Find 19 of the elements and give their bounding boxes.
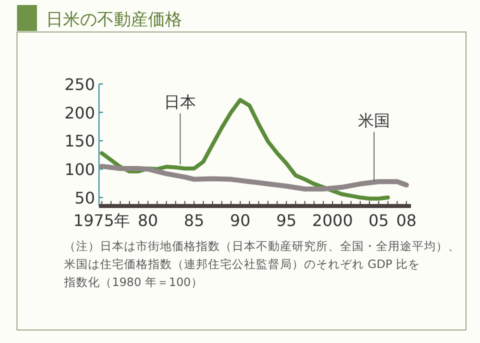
- x-tick-label: 2000: [312, 211, 353, 230]
- y-tick-label: 150: [64, 132, 95, 151]
- text: （注）日本は市街地価格指数（日本不動産研究所、全国・全用途平均）、: [64, 239, 460, 253]
- x-tick-label: 95: [276, 211, 297, 230]
- text: 指数化（1980 年＝100）: [63, 275, 203, 289]
- chart-title: 日米の不動産価格: [46, 10, 182, 30]
- text: 米国: [358, 110, 390, 130]
- y-tick-label: 200: [64, 103, 95, 122]
- series-label: 日本: [164, 92, 196, 112]
- y-tick-label: 50: [74, 188, 95, 208]
- y-tick-label: 100: [64, 160, 95, 180]
- x-tick-label: 80: [138, 211, 158, 230]
- text: 米国は住宅価格指数（連邦住宅公社監督局）のそれぞれ GDP 比を: [64, 257, 420, 271]
- x-tick-label: 90: [230, 211, 250, 230]
- x-tick-label: 85: [184, 211, 204, 230]
- x-tick-label: 05: [368, 211, 389, 230]
- y-tick-label: 250: [64, 75, 95, 94]
- x-tick-label: 1975年: [73, 211, 130, 230]
- x-tick-label: 08: [396, 211, 417, 230]
